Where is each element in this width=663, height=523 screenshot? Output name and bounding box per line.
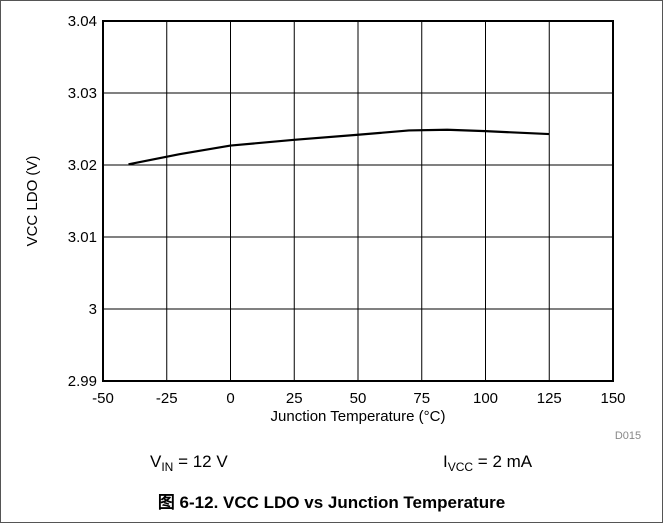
- y-tick-label: 3.03: [68, 85, 97, 102]
- x-tick-label: 0: [226, 390, 234, 407]
- series-line: [128, 128, 550, 166]
- y-tick-label: 3: [89, 301, 97, 318]
- plot-area: [102, 20, 614, 382]
- condition-ivcc-value: = 2 mA: [473, 452, 533, 471]
- condition-ivcc: IVCC = 2 mA: [443, 452, 532, 474]
- x-tick-label: -50: [92, 390, 114, 407]
- condition-vin-value: = 12 V: [173, 452, 228, 471]
- series-layer: [128, 128, 550, 166]
- condition-vin-symbol: V: [150, 452, 162, 471]
- condition-vin-subscript: IN: [161, 460, 174, 474]
- x-axis-title: Junction Temperature (°C): [271, 408, 446, 425]
- condition-ivcc-subscript: VCC: [447, 460, 474, 474]
- y-tick-labels: 2.99 3 3.01 3.02 3.03 3.04: [68, 13, 97, 390]
- y-tick-label: 3.01: [68, 229, 97, 246]
- y-tick-label: 3.02: [68, 157, 97, 174]
- y-tick-label: 2.99: [68, 373, 97, 390]
- x-tick-label: 150: [600, 390, 625, 407]
- grid-lines: [102, 20, 614, 382]
- x-tick-labels: -50 -25 0 25 50 75 100 125 150: [92, 390, 625, 407]
- x-tick-label: 100: [473, 390, 498, 407]
- figure-code: D015: [615, 430, 641, 442]
- y-axis-title: VCC LDO (V): [24, 156, 41, 247]
- condition-vin: VIN = 12 V: [150, 452, 228, 474]
- condition-ivcc-symbol: I: [443, 452, 448, 471]
- figure-caption: 图 6-12. VCC LDO vs Junction Temperature: [157, 493, 506, 512]
- x-tick-label: -25: [156, 390, 178, 407]
- chart: -50 -25 0 25 50 75 100 125 150 2.99 3 3.01 3.02 3.03…: [24, 13, 641, 442]
- x-tick-label: 25: [286, 390, 303, 407]
- x-tick-label: 50: [350, 390, 367, 407]
- x-tick-label: 125: [537, 390, 562, 407]
- y-tick-label: 3.04: [68, 13, 97, 30]
- x-tick-label: 75: [413, 390, 430, 407]
